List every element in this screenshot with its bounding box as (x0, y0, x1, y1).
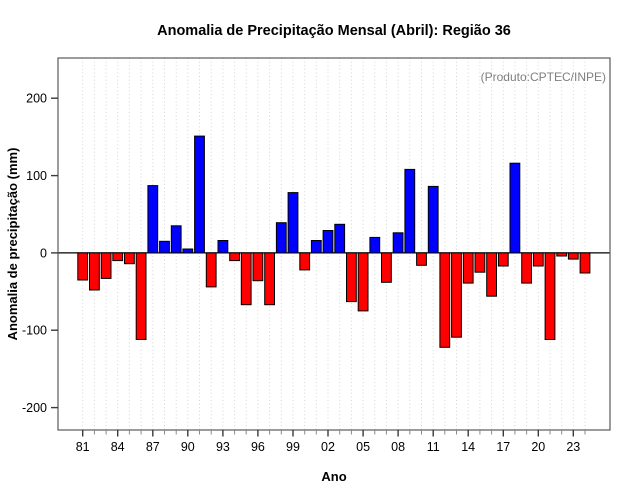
x-tick-label: 81 (76, 440, 90, 454)
bar-92 (205, 252, 217, 288)
bar-10 (416, 252, 427, 266)
y-axis-label: Anomalia de precipitação (mm) (5, 148, 20, 341)
bar-99 (287, 192, 299, 254)
y-tick-label: 200 (26, 92, 47, 106)
tick-labels-layer: 81 84 87 90 93 96 99 02 05 08 11 14 17 20 23 -200 -100 0 1… (22, 92, 580, 454)
bar-23 (567, 252, 579, 260)
bar-85 (124, 252, 135, 265)
x-tick-label: 11 (427, 440, 440, 454)
x-tick-label: 96 (251, 440, 265, 454)
bar-08 (392, 232, 404, 254)
bar-14 (462, 252, 474, 284)
bar-20 (532, 252, 544, 267)
bar-81 (77, 252, 89, 281)
x-tick-label: 99 (286, 440, 300, 454)
bar-87 (147, 185, 159, 254)
bar-84 (112, 252, 124, 262)
bar-96 (252, 252, 264, 282)
chart-title: Anomalia de Precipitação Mensal (Abril):… (157, 23, 511, 39)
bar-04 (346, 252, 357, 303)
bars-layer (77, 135, 591, 348)
plot-border (57, 57, 611, 431)
x-tick-label: 17 (496, 440, 510, 454)
y-tick-label: -200 (22, 401, 47, 415)
bar-15 (474, 252, 486, 273)
bar-83 (100, 252, 112, 279)
gridlines-layer (82, 58, 586, 430)
bar-12 (439, 252, 451, 348)
bar-86 (135, 252, 147, 340)
x-tick-label: 87 (146, 440, 160, 454)
x-tick-label: 05 (356, 440, 370, 454)
bar-91 (194, 135, 205, 254)
bar-97 (264, 252, 276, 306)
producer-annotation: (Produto:CPTEC/INPE) (481, 70, 606, 84)
x-tick-label: 93 (216, 440, 230, 454)
x-tick-label: 02 (321, 440, 335, 454)
x-tick-label: 90 (181, 440, 195, 454)
x-tick-label: 20 (531, 440, 545, 454)
bar-98 (275, 222, 287, 254)
bar-01 (310, 240, 322, 254)
bar-94 (229, 252, 240, 262)
x-tick-label: 08 (391, 440, 405, 454)
bar-18 (509, 162, 521, 254)
y-tick-label: 100 (26, 169, 47, 183)
bar-19 (521, 252, 533, 284)
plot-frame (57, 57, 611, 431)
bar-89 (170, 225, 182, 254)
bar-06 (369, 236, 381, 254)
bar-21 (544, 252, 556, 340)
bar-05 (357, 252, 369, 312)
bar-09 (404, 168, 416, 254)
bar-03 (334, 223, 346, 254)
x-tick-label: 84 (111, 440, 125, 454)
x-tick-label: 23 (566, 440, 580, 454)
bar-24 (579, 252, 591, 274)
bar-16 (486, 252, 498, 297)
bar-17 (497, 252, 509, 267)
bar-07 (381, 252, 392, 283)
y-tick-label: -100 (22, 324, 47, 338)
x-axis-label: Ano (321, 469, 346, 484)
bar-93 (217, 240, 229, 254)
bar-13 (451, 252, 462, 338)
bar-02 (322, 230, 334, 254)
x-tick-label: 14 (461, 440, 475, 454)
bar-90 (182, 248, 194, 254)
bar-22 (556, 252, 568, 257)
bar-82 (89, 252, 100, 291)
bar-00 (299, 252, 311, 271)
bar-95 (240, 252, 252, 306)
bar-11 (427, 185, 439, 254)
axis-ticks-layer (51, 97, 586, 437)
bar-88 (159, 240, 170, 254)
y-tick-label: 0 (40, 246, 47, 260)
